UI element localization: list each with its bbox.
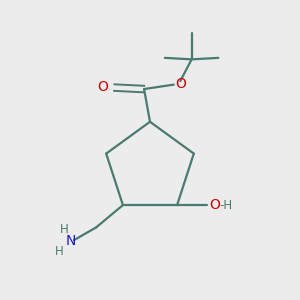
Text: O: O — [98, 80, 109, 94]
Text: H: H — [55, 245, 64, 258]
Text: O: O — [209, 197, 220, 212]
Text: N: N — [66, 234, 76, 248]
Text: H: H — [60, 223, 69, 236]
Text: O: O — [175, 77, 186, 91]
Text: -H: -H — [220, 199, 233, 212]
